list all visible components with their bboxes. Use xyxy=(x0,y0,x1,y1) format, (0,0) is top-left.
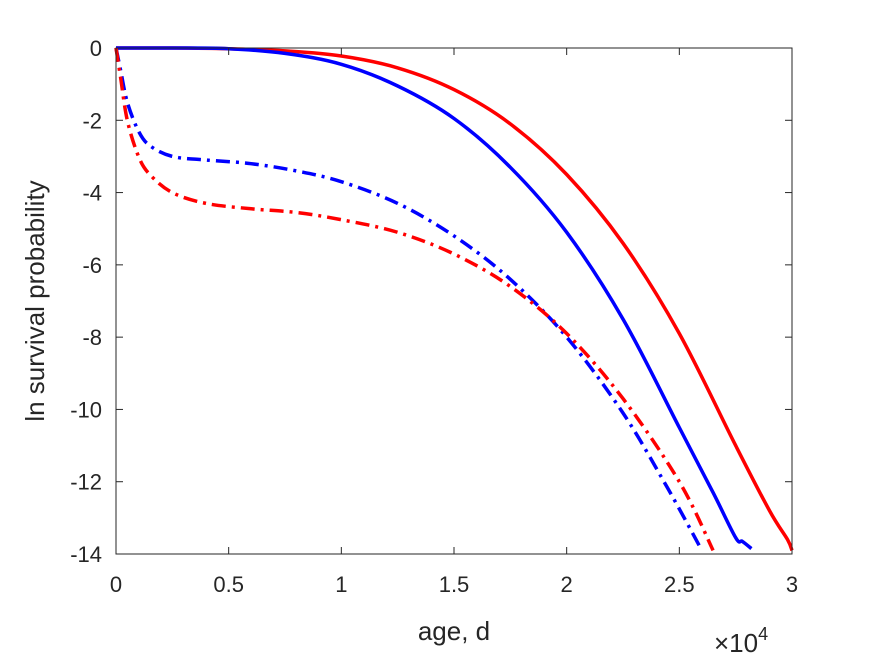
y-tick-label: -2 xyxy=(82,108,102,133)
series-line-4 xyxy=(114,47,715,552)
tick-layer: 0 0.5 1 1.5 2 2.5 3 0 -2 -4 -6 -8 -10 -12 -14 xyxy=(70,36,798,597)
x-axis-label: age, d xyxy=(418,616,490,646)
y-tick-label: -4 xyxy=(82,181,102,206)
series-line-2 xyxy=(115,46,753,550)
x-tick-label: 0.5 xyxy=(213,572,244,597)
x-tick-label: 2.5 xyxy=(664,572,695,597)
x-tick-label: 3 xyxy=(786,572,798,597)
x-tick-label: 2 xyxy=(561,572,573,597)
x-tick-label: 1 xyxy=(335,572,347,597)
series-line-3 xyxy=(114,47,704,552)
y-tick-label: -14 xyxy=(70,542,102,567)
x-axis-exponent-power: 4 xyxy=(758,624,768,644)
x-tick-label: 0 xyxy=(110,572,122,597)
y-tick-label: -10 xyxy=(70,397,102,422)
x-axis-exponent: ×104 xyxy=(714,624,768,656)
y-axis-label: ln survival probability xyxy=(20,180,50,421)
x-axis-exponent-base: ×10 xyxy=(714,628,758,656)
y-tick-label: -8 xyxy=(82,325,102,350)
series-layer xyxy=(114,46,794,552)
y-tick-label: -12 xyxy=(70,470,102,495)
y-tick-label: -6 xyxy=(82,253,102,278)
x-tick-label: 1.5 xyxy=(439,572,470,597)
plot-area xyxy=(116,48,792,554)
y-tick-label: 0 xyxy=(90,36,102,61)
